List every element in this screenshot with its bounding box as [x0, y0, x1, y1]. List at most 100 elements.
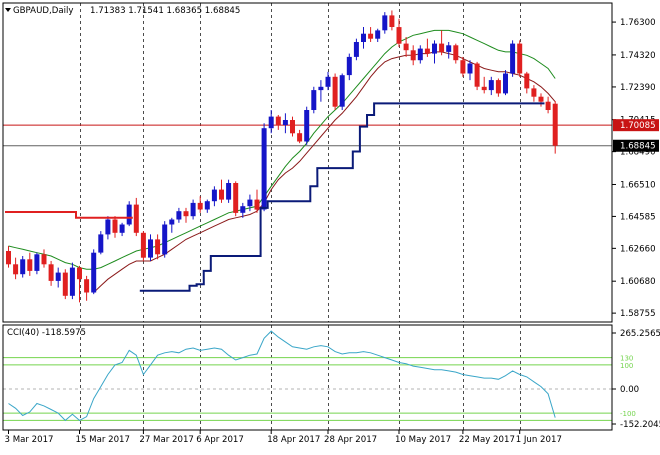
candle-body [304, 110, 309, 142]
candle-body [155, 239, 160, 254]
cci-tick-label: -152.2045 [620, 420, 660, 430]
candle-body [411, 50, 416, 60]
candle-body [475, 64, 480, 87]
candle-body [389, 15, 394, 27]
candle-body [198, 203, 203, 210]
candle-body [524, 74, 529, 89]
chart-symbol: GBPAUD,Daily [13, 6, 73, 16]
candle-body [453, 45, 458, 60]
candle-body [219, 190, 224, 200]
candle-body [446, 45, 451, 52]
x-tick-label: 6 Apr 2017 [196, 435, 244, 445]
candle-body [361, 34, 366, 42]
candle-body [553, 104, 558, 146]
candle-body [460, 60, 465, 73]
candle-body [375, 30, 380, 38]
candle-body [63, 273, 68, 296]
candle-body [91, 253, 96, 293]
cci-line [9, 331, 556, 420]
x-tick-label: 22 May 2017 [459, 435, 515, 445]
candle-body [539, 97, 544, 102]
candle-body [311, 90, 316, 110]
candle-body [226, 183, 231, 200]
x-tick-label: 15 Mar 2017 [76, 435, 130, 445]
candle-body [418, 49, 423, 61]
candle-body [326, 77, 331, 87]
candle-body [49, 264, 54, 281]
candle-body [148, 239, 153, 257]
candle-body [240, 206, 245, 213]
candle-body [468, 64, 473, 74]
x-tick-label: 18 Apr 2017 [267, 435, 320, 445]
candle-body [432, 44, 437, 54]
x-tick-label: 10 May 2017 [395, 435, 451, 445]
candle-body [489, 80, 494, 90]
cci-level-label: -100 [620, 410, 636, 418]
candle-body [269, 117, 274, 129]
x-tick-label: 1 Jun 2017 [516, 435, 562, 445]
candle-body [333, 77, 338, 107]
grid [81, 3, 521, 430]
candle-body [546, 102, 551, 110]
y-tick-label: 1.58755 [620, 309, 656, 319]
axes: 1.763001.743201.723901.704151.684901.665… [5, 18, 660, 445]
candle-body [184, 211, 189, 216]
candle-body [233, 183, 238, 213]
candle-body [340, 75, 345, 107]
candle-body [276, 117, 281, 125]
candle-body [162, 225, 167, 255]
candle-body [517, 44, 522, 74]
candle-body [212, 190, 217, 202]
candle-body [120, 225, 125, 233]
candle-body [176, 211, 181, 219]
cci-title: CCI(40) -118.5975 [7, 328, 86, 338]
price-tag-label: 1.68845 [620, 142, 656, 152]
candle-body [382, 15, 387, 30]
y-tick-label: 1.74320 [620, 51, 656, 61]
cci-tick-label: 265.2565 [620, 329, 660, 339]
candle-body [318, 87, 323, 90]
candle-body [482, 87, 487, 90]
moving-averages [9, 30, 556, 292]
x-tick-label: 28 Apr 2017 [324, 435, 377, 445]
stop-line-down [5, 212, 133, 218]
candle-body [70, 268, 75, 296]
candle-body [42, 254, 47, 264]
candle-body [425, 49, 430, 54]
candles [6, 10, 558, 302]
x-tick-label: 3 Mar 2017 [5, 435, 54, 445]
candle-body [6, 251, 11, 264]
collapse-icon [5, 8, 11, 12]
candle-body [496, 80, 501, 93]
candle-body [354, 42, 359, 57]
candle-body [404, 44, 409, 51]
cci-tick-label: 0.00 [620, 385, 639, 395]
y-tick-label: 1.60680 [620, 277, 656, 287]
ohlc-readout: 1.71383 1.71541 1.68365 1.68845 [90, 6, 240, 16]
price-tag-label: 1.70085 [620, 121, 656, 131]
candle-body [13, 264, 18, 274]
candle-body [77, 268, 82, 280]
cci-level-label: 100 [620, 362, 633, 370]
candle-body [34, 254, 39, 271]
candle-body [262, 128, 267, 209]
y-tick-label: 1.64585 [620, 212, 656, 222]
candle-body [105, 220, 110, 235]
candle-body [283, 120, 288, 125]
y-tick-label: 1.72390 [620, 83, 656, 93]
candle-body [397, 27, 402, 44]
candle-body [84, 279, 89, 292]
candle-body [20, 259, 25, 274]
candle-body [113, 220, 118, 233]
candle-body [347, 57, 352, 75]
candle-body [255, 200, 260, 210]
candle-body [247, 200, 252, 207]
candle-body [503, 74, 508, 94]
candle-body [368, 34, 373, 39]
x-tick-label: 27 Mar 2017 [139, 435, 193, 445]
candle-body [169, 220, 174, 225]
candle-body [98, 234, 103, 252]
cci-panel-frame [3, 325, 612, 430]
candle-body [134, 205, 139, 233]
